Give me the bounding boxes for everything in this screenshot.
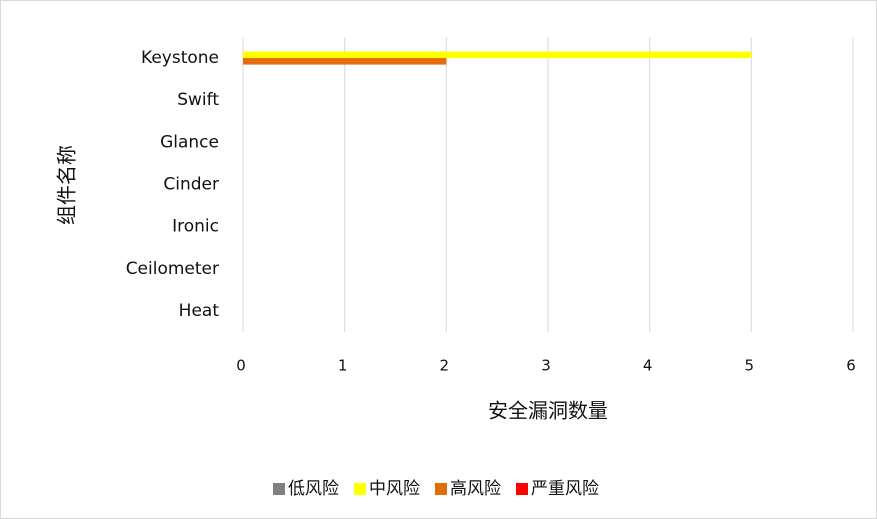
y-tick-label: Ceilometer [126,259,219,279]
legend-swatch [354,483,366,495]
legend-swatch [273,483,285,495]
legend-label: 高风险 [450,479,501,499]
bar [243,51,752,59]
legend-label: 严重风险 [531,479,599,499]
x-tick-label: 5 [745,357,755,375]
y-axis-title: 组件名称 [55,145,79,225]
legend-swatch [516,483,528,495]
x-tick-label: 0 [236,357,246,375]
legend-label: 中风险 [369,479,420,499]
x-tick-label: 3 [541,357,551,375]
x-tick-label: 4 [643,357,653,375]
y-tick-label: Keystone [141,48,219,68]
x-tick-label: 2 [440,357,450,375]
bar [243,58,447,65]
x-axis-title: 安全漏洞数量 [488,399,608,423]
y-tick-label: Swift [177,90,219,110]
y-tick-label: Cinder [163,175,219,195]
y-tick-label: Glance [160,132,219,152]
x-tick-label: 1 [338,357,348,375]
x-tick-label: 6 [846,357,856,375]
legend-swatch [435,483,447,495]
y-tick-label: Heat [179,301,220,321]
legend-label: 低风险 [288,479,339,499]
y-tick-label: Ironic [172,217,219,237]
